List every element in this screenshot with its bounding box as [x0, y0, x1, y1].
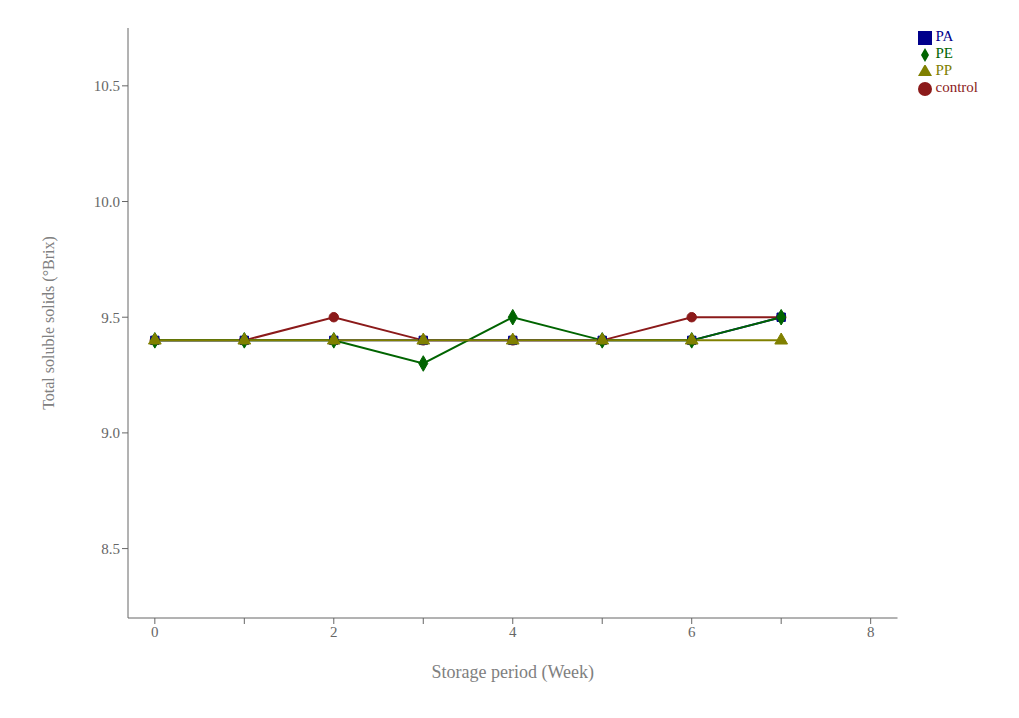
html-text:PP: PP — [935, 62, 953, 78]
html-text:PE: PE — [935, 45, 953, 61]
svg-text:9.5: 9.5 — [101, 310, 120, 326]
svg-text:Storage period (Week): Storage period (Week) — [432, 662, 594, 683]
svg-text:0: 0 — [151, 624, 159, 640]
svg-text:10.5: 10.5 — [94, 78, 120, 94]
svg-text:2: 2 — [330, 624, 338, 640]
svg-text:9.0: 9.0 — [101, 425, 120, 441]
svg-text:8: 8 — [867, 624, 875, 640]
svg-text:6: 6 — [688, 624, 696, 640]
svg-text:4: 4 — [509, 624, 517, 640]
html-text:control: control — [935, 79, 978, 95]
svg-text:Total soluble solids (°Brix): Total soluble solids (°Brix) — [40, 236, 58, 410]
svg-text:8.5: 8.5 — [101, 541, 120, 557]
svg-text:10.0: 10.0 — [94, 194, 120, 210]
html-text:PA: PA — [935, 28, 954, 44]
